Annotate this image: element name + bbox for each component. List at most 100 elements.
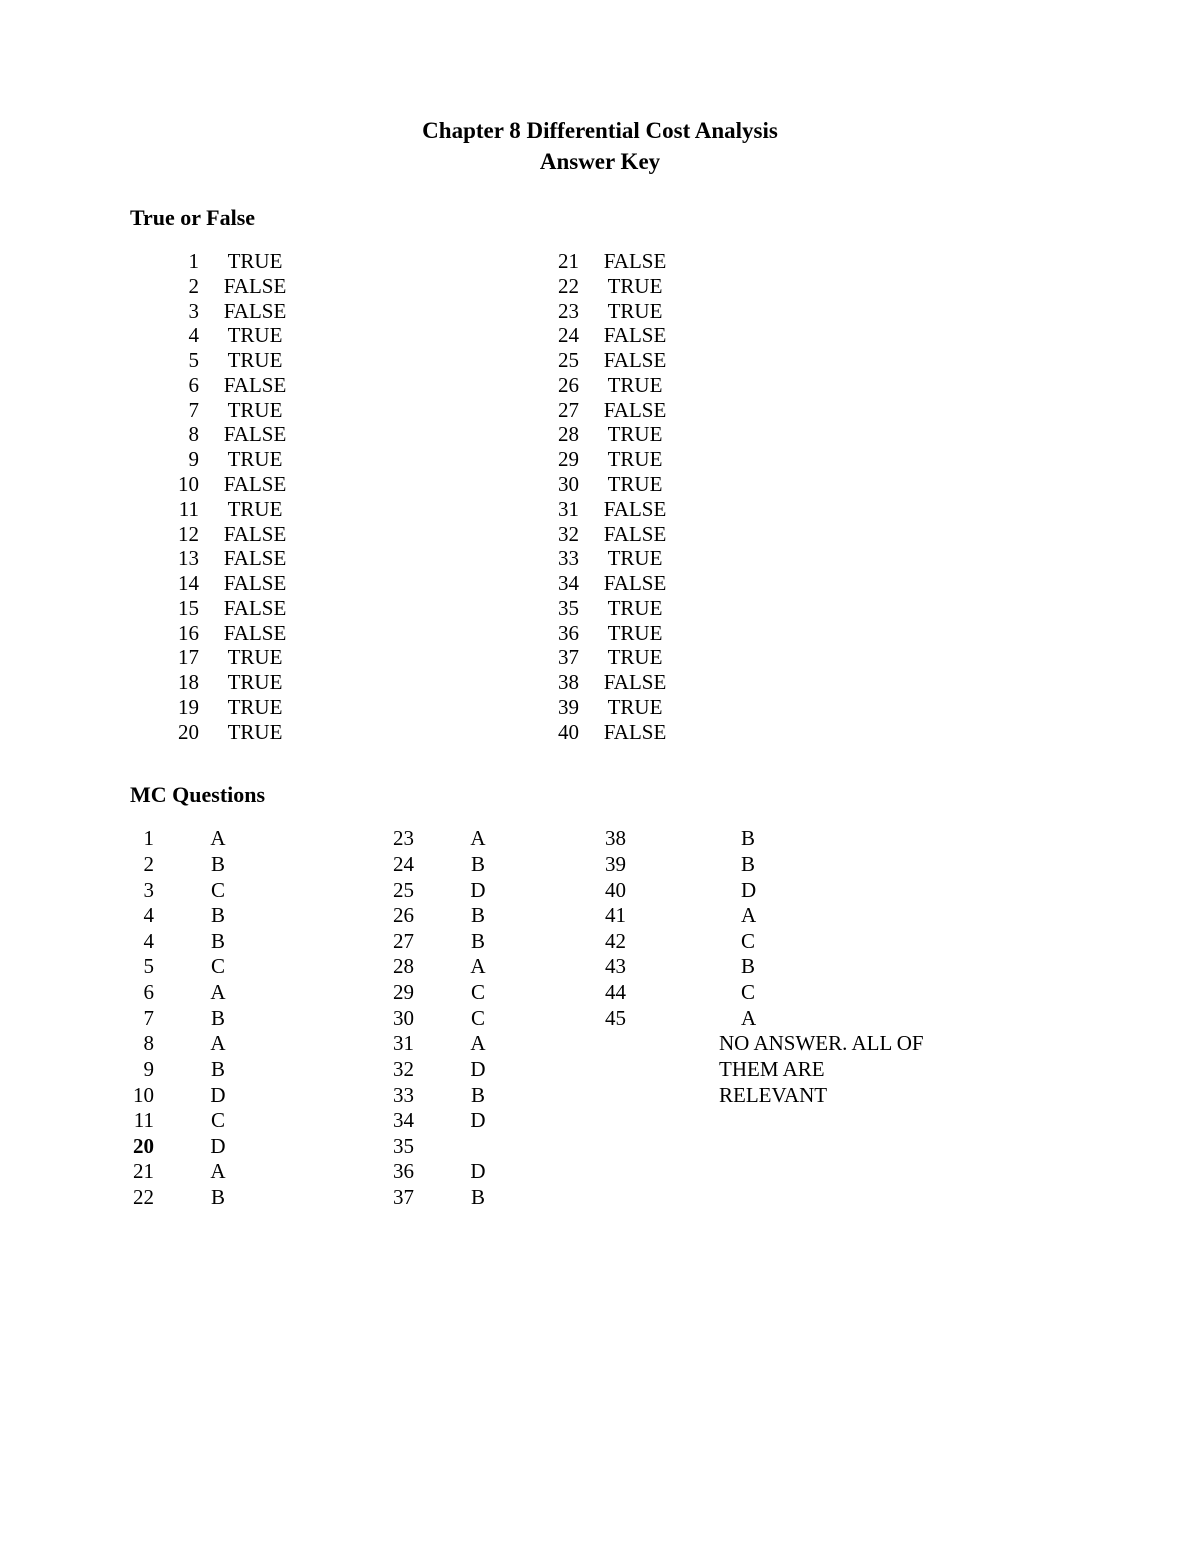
mc-row: 3C	[130, 878, 390, 904]
mc-answer: B	[170, 1006, 230, 1032]
mc-number: 35	[390, 1134, 430, 1160]
mc-answer: B	[430, 1083, 490, 1109]
tf-answer: TRUE	[215, 497, 295, 522]
mc-answer: B	[705, 826, 765, 852]
tf-answer: FALSE	[595, 497, 675, 522]
mc-number: 38	[595, 826, 705, 852]
tf-number: 11	[175, 497, 215, 522]
mc-answer: D	[430, 1108, 490, 1134]
tf-column-1: 1TRUE2FALSE3FALSE4TRUE5TRUE6FALSE7TRUE8F…	[175, 249, 555, 744]
mc-row: 27B	[390, 929, 595, 955]
tf-row: 25FALSE	[555, 348, 935, 373]
mc-answer: A	[430, 826, 490, 852]
tf-number: 35	[555, 596, 595, 621]
tf-number: 29	[555, 447, 595, 472]
mc-answer: D	[170, 1083, 230, 1109]
mc-number: 42	[595, 929, 705, 955]
mc-answer: A	[705, 1006, 765, 1032]
tf-number: 30	[555, 472, 595, 497]
mc-columns: 1A2B3C4B4B5C6A7B8A9B10D11C20D21A22B 23A2…	[130, 826, 1070, 1210]
mc-number: 28	[390, 954, 430, 980]
tf-number: 33	[555, 546, 595, 571]
tf-number: 19	[175, 695, 215, 720]
tf-row: 35TRUE	[555, 596, 935, 621]
tf-row: 22TRUE	[555, 274, 935, 299]
mc-number: 29	[390, 980, 430, 1006]
mc-answer: C	[705, 929, 765, 955]
mc-number: 36	[390, 1159, 430, 1185]
mc-row: 4B	[130, 929, 390, 955]
tf-answer: FALSE	[215, 546, 295, 571]
tf-number: 2	[175, 274, 215, 299]
tf-answer: FALSE	[215, 522, 295, 547]
tf-row: 15FALSE	[175, 596, 555, 621]
mc-answer: C	[170, 878, 230, 904]
mc-number: 1	[130, 826, 170, 852]
mc-row: 21A	[130, 1159, 390, 1185]
mc-answer: A	[170, 1031, 230, 1057]
tf-row: 2FALSE	[175, 274, 555, 299]
tf-number: 28	[555, 422, 595, 447]
tf-number: 25	[555, 348, 595, 373]
mc-number: 31	[390, 1031, 430, 1057]
tf-row: 33TRUE	[555, 546, 935, 571]
tf-answer: TRUE	[595, 422, 675, 447]
mc-number: 20	[130, 1134, 170, 1160]
mc-answer: C	[170, 1108, 230, 1134]
tf-answer: TRUE	[595, 546, 675, 571]
tf-row: 26TRUE	[555, 373, 935, 398]
tf-answer: TRUE	[595, 645, 675, 670]
mc-number: 4	[130, 903, 170, 929]
mc-answer: D	[170, 1134, 230, 1160]
tf-row: 40FALSE	[555, 720, 935, 745]
tf-answer: FALSE	[215, 571, 295, 596]
tf-row: 31FALSE	[555, 497, 935, 522]
tf-row: 13FALSE	[175, 546, 555, 571]
mc-answer: D	[430, 878, 490, 904]
tf-answer: FALSE	[595, 348, 675, 373]
tf-number: 36	[555, 621, 595, 646]
mc-answer: C	[430, 980, 490, 1006]
tf-row: 6FALSE	[175, 373, 555, 398]
mc-number: 32	[390, 1057, 430, 1083]
mc-number: 4	[130, 929, 170, 955]
tf-number: 14	[175, 571, 215, 596]
tf-number: 39	[555, 695, 595, 720]
tf-row: 39TRUE	[555, 695, 935, 720]
mc-table: 1A2B3C4B4B5C6A7B8A9B10D11C20D21A22B 23A2…	[130, 826, 1070, 1210]
tf-row: 7TRUE	[175, 398, 555, 423]
mc-row: 8A	[130, 1031, 390, 1057]
mc-number: 33	[390, 1083, 430, 1109]
tf-number: 37	[555, 645, 595, 670]
tf-number: 10	[175, 472, 215, 497]
title-line-2: Answer Key	[130, 146, 1070, 177]
mc-answer: B	[170, 1057, 230, 1083]
mc-row: 5C	[130, 954, 390, 980]
tf-answer: TRUE	[595, 299, 675, 324]
tf-answer: FALSE	[215, 299, 295, 324]
tf-answer: TRUE	[215, 447, 295, 472]
mc-row: 39B	[595, 852, 925, 878]
mc-answer: B	[170, 929, 230, 955]
mc-number: 21	[130, 1159, 170, 1185]
tf-row: 34FALSE	[555, 571, 935, 596]
tf-number: 15	[175, 596, 215, 621]
mc-number: 27	[390, 929, 430, 955]
tf-row: 5TRUE	[175, 348, 555, 373]
mc-row: 42C	[595, 929, 925, 955]
tf-number: 16	[175, 621, 215, 646]
tf-number: 34	[555, 571, 595, 596]
tf-row: 11TRUE	[175, 497, 555, 522]
tf-row: 27FALSE	[555, 398, 935, 423]
tf-number: 5	[175, 348, 215, 373]
tf-answer: FALSE	[595, 720, 675, 745]
tf-row: 36TRUE	[555, 621, 935, 646]
mc-number: 6	[130, 980, 170, 1006]
mc-row: 4B	[130, 903, 390, 929]
tf-number: 26	[555, 373, 595, 398]
mc-answer: A	[430, 954, 490, 980]
tf-answer: TRUE	[215, 645, 295, 670]
tf-row: 17TRUE	[175, 645, 555, 670]
mc-answer: B	[430, 1185, 490, 1211]
tf-number: 23	[555, 299, 595, 324]
